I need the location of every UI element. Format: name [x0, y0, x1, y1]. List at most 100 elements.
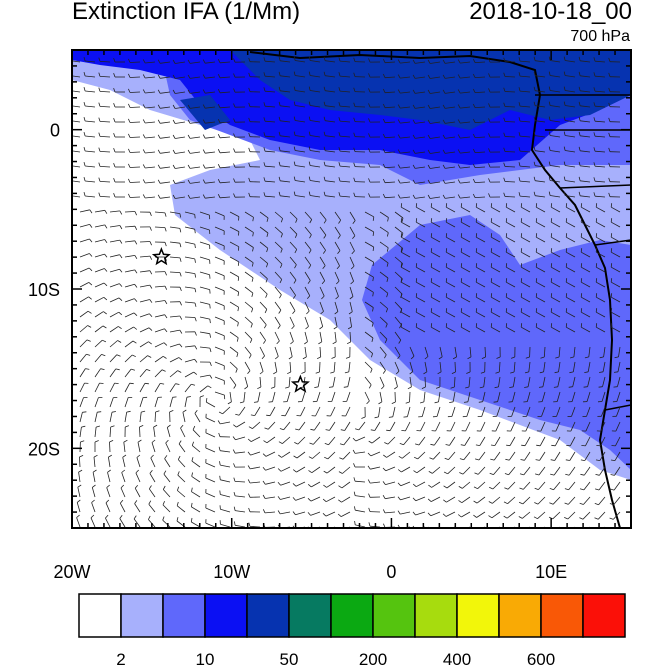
wind-barb-feather [488, 58, 491, 63]
wind-barb-feather [372, 231, 375, 236]
wind-barb [384, 196, 396, 199]
wind-barb [477, 466, 486, 475]
wind-barb [476, 311, 486, 318]
wind-barb-feather [277, 482, 281, 486]
wind-barb [581, 326, 591, 333]
wind-barb [554, 436, 561, 446]
wind-barb-feather [563, 116, 566, 121]
wind-barb-feather [518, 162, 521, 167]
wind-barb [199, 374, 210, 378]
wind-barb [596, 206, 606, 213]
wind-barb [214, 286, 225, 292]
wind-barb [498, 376, 501, 387]
wind-barb [566, 311, 576, 318]
wind-barb [582, 511, 591, 520]
wind-barb [464, 436, 471, 446]
wind-barb [494, 436, 501, 446]
wind-barb [199, 211, 210, 216]
wind-barb [445, 181, 456, 184]
wind-barb [205, 136, 216, 139]
wind-barb-feather [490, 248, 493, 253]
wind-barb [190, 136, 201, 139]
wind-barb [334, 241, 341, 251]
wind-barb [519, 165, 531, 168]
map-datetime: 2018-10-18_00 [469, 0, 632, 25]
wind-barb [555, 421, 561, 432]
wind-barb [160, 61, 171, 64]
wind-barb-feather [121, 469, 126, 473]
wind-barb-feather [157, 104, 161, 109]
wind-barb-feather [187, 74, 191, 79]
wind-barb [154, 355, 164, 363]
wind-barb-feather [580, 308, 583, 313]
wind-barb [379, 376, 385, 387]
wind-barb [601, 391, 606, 402]
wind-barb-feather [192, 425, 196, 430]
wind-barb [379, 256, 389, 264]
wind-barb-feather [518, 501, 523, 505]
wind-barb-feather [368, 493, 371, 498]
wind-barb [329, 421, 336, 431]
wind-barb [154, 226, 166, 228]
wind-barb [521, 296, 531, 303]
wind-barb-feather [599, 371, 604, 373]
wind-barb [160, 121, 171, 124]
wind-barb [504, 91, 516, 93]
wind-barb-feather [218, 432, 221, 437]
wind-barb [537, 496, 546, 505]
wind-barb-feather [463, 401, 468, 403]
wind-barb [264, 165, 276, 168]
wind-barb [325, 135, 336, 138]
wind-barb-feather [520, 233, 523, 238]
wind-barb [124, 368, 132, 378]
wind-barb-feather [237, 276, 240, 281]
wind-barb [124, 211, 136, 213]
wind-barb-feather [563, 86, 566, 91]
wind-barb [597, 511, 606, 520]
wind-barb [334, 301, 339, 312]
y-tick-label: 10S [28, 280, 60, 300]
wind-barb-feather [292, 295, 296, 299]
wind-barb-feather [98, 57, 101, 62]
wind-barb [99, 166, 111, 168]
wind-barb [339, 105, 351, 108]
wind-barb [599, 451, 606, 461]
wind-barb [79, 209, 90, 213]
wind-barb-feather [449, 401, 454, 403]
wind-barb [244, 286, 254, 294]
wind-barb [180, 427, 186, 438]
wind-barb [325, 75, 336, 78]
wind-barb-feather [595, 474, 600, 476]
wind-barb [295, 120, 306, 123]
wind-barb-feather [323, 219, 327, 224]
wind-barb-feather [534, 531, 538, 533]
wind-barb [154, 397, 159, 408]
wind-barb-feather [397, 134, 401, 139]
wind-barb [311, 481, 321, 488]
wind-barb-feather [595, 459, 600, 461]
wind-barb [222, 406, 231, 415]
colorbar-box [120, 593, 164, 638]
wind-barb [264, 75, 276, 78]
wind-barb [364, 316, 374, 324]
wind-barb-feather [293, 455, 298, 459]
wind-barb [506, 206, 516, 213]
wind-barb [504, 136, 516, 138]
wind-barb-feather [308, 176, 311, 181]
wind-barb [333, 361, 336, 373]
wind-barb-feather [134, 255, 138, 260]
wind-barb [521, 251, 531, 258]
wind-barb [460, 106, 471, 109]
wind-barb-feather [593, 57, 596, 62]
wind-barb-feather [548, 191, 551, 196]
wind-barb-feather [437, 371, 442, 375]
wind-barb-feather [474, 472, 479, 475]
wind-barb-feather [202, 179, 206, 184]
wind-barb [400, 76, 411, 79]
wind-barb [85, 195, 96, 198]
wind-barb-feather [262, 466, 266, 471]
wind-barb [460, 166, 471, 169]
wind-barb [581, 311, 591, 318]
wind-barb-feather [209, 347, 212, 353]
wind-barb-feather [473, 486, 478, 490]
